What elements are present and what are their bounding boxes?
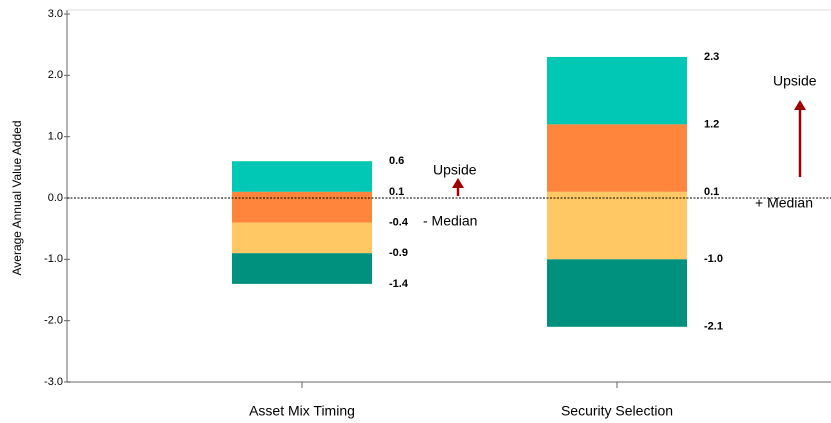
data-label: 2.3 xyxy=(704,51,719,63)
y-tick-label: -3.0 xyxy=(44,376,63,388)
annotation: + Median xyxy=(755,195,813,211)
y-tick-label: 0.0 xyxy=(48,192,63,204)
data-label: 0.1 xyxy=(389,186,404,198)
y-tick-label: 3.0 xyxy=(48,8,63,20)
annotation: Upside xyxy=(773,73,817,89)
bar-segment xyxy=(547,56,687,125)
y-tick-label: 1.0 xyxy=(48,131,63,143)
data-label: -0.9 xyxy=(389,247,408,259)
x-tick-label: Security Selection xyxy=(561,403,673,419)
arrow-head xyxy=(794,100,806,110)
bar-segment xyxy=(232,222,372,254)
data-label: -0.4 xyxy=(389,216,409,228)
annotation: Upside xyxy=(433,162,477,178)
bar-segment xyxy=(232,161,372,192)
data-label: -1.0 xyxy=(704,253,723,265)
arrow-head xyxy=(452,178,464,188)
bar-segment xyxy=(547,124,687,192)
bar-segment xyxy=(232,253,372,284)
data-label: 1.2 xyxy=(704,118,719,130)
annotation: - Median xyxy=(423,213,477,229)
bar-segment xyxy=(232,191,372,223)
y-tick-label: -1.0 xyxy=(44,253,63,265)
x-tick-label: Asset Mix Timing xyxy=(249,403,355,419)
y-axis-label: Average Annual Value Added xyxy=(10,120,24,275)
bar-segment xyxy=(547,191,687,260)
data-label: -2.1 xyxy=(704,321,723,333)
data-label: 0.6 xyxy=(389,155,404,167)
y-tick-label: -2.0 xyxy=(44,315,63,327)
y-tick-label: 2.0 xyxy=(48,69,63,81)
data-label: 0.1 xyxy=(704,186,719,198)
bar-segment xyxy=(547,259,687,327)
data-label: -1.4 xyxy=(389,278,409,290)
